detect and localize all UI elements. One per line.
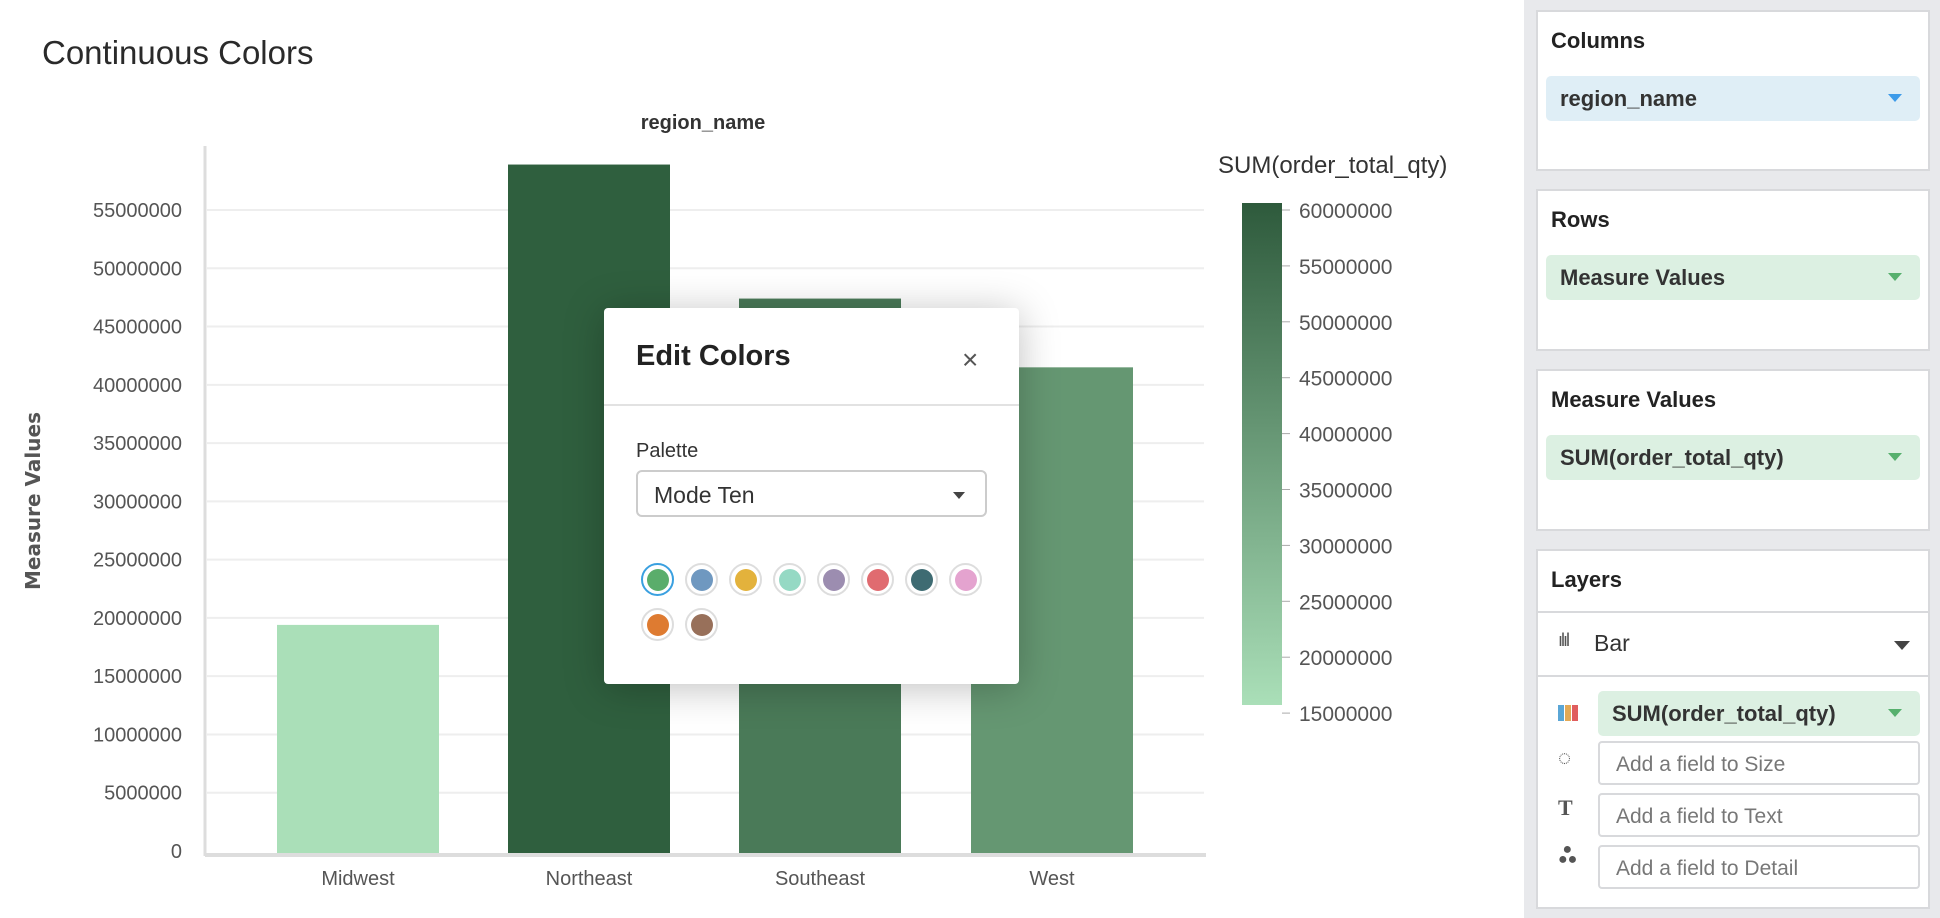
y-tick-label: 55000000: [93, 200, 182, 222]
chevron-down-icon[interactable]: [1888, 94, 1902, 109]
layers-title: Layers: [1551, 567, 1622, 592]
pill-label: region_name: [1560, 86, 1697, 111]
bar-midwest: [277, 624, 439, 853]
y-tick-label: 30000000: [93, 491, 182, 513]
chevron-down-icon[interactable]: [1888, 709, 1902, 724]
y-axis-title: Measure Values: [21, 412, 45, 590]
rows-title: Rows: [1551, 207, 1610, 232]
legend-gradient: [1242, 203, 1282, 705]
y-tick-label: 20000000: [93, 608, 182, 630]
color-pill[interactable]: SUM(order_total_qty): [1598, 691, 1920, 736]
x-tick-label: Southeast: [775, 868, 866, 890]
y-tick-label: 0: [171, 841, 182, 863]
legend-tick-label: 25000000: [1299, 591, 1392, 614]
layers-panel: Layers ılıl Bar SUM(order_total_qty) ◌ A…: [1536, 549, 1930, 909]
palette-value: Mode Ten: [654, 482, 755, 508]
rows-pill[interactable]: Measure Values: [1546, 255, 1920, 300]
y-tick-label: 40000000: [93, 375, 182, 397]
color-swatch[interactable]: [729, 563, 762, 596]
legend-tick-label: 20000000: [1299, 647, 1392, 670]
legend-tick-label: 50000000: [1299, 312, 1392, 335]
legend-tick-label: 60000000: [1299, 200, 1392, 223]
detail-field[interactable]: Add a field to Detail: [1598, 845, 1920, 889]
color-swatch[interactable]: [949, 563, 982, 596]
bar-chart-icon: ılıl: [1558, 630, 1570, 650]
color-swatch[interactable]: [905, 563, 938, 596]
pill-label: Measure Values: [1560, 265, 1726, 290]
y-tick-label: 15000000: [93, 666, 182, 688]
layer-type-label: Bar: [1594, 630, 1630, 656]
x-tick-label: Midwest: [321, 868, 395, 890]
color-swatch[interactable]: [817, 563, 850, 596]
size-icon: ◌: [1558, 745, 1572, 770]
size-field[interactable]: Add a field to Size: [1598, 741, 1920, 785]
legend-tick-label: 15000000: [1299, 703, 1392, 726]
divider: [1538, 675, 1928, 677]
legend-tick-label: 55000000: [1299, 256, 1392, 279]
chevron-down-icon[interactable]: [1888, 453, 1902, 468]
y-tick-label: 25000000: [93, 550, 182, 572]
palette-label: Palette: [636, 440, 699, 462]
bar-chart: 0 5000000 10000000 15000000 20000000 25000000…: [21, 112, 1447, 890]
columns-title: Columns: [1551, 28, 1646, 53]
pill-label: SUM(order_total_qty): [1612, 701, 1836, 726]
color-swatch[interactable]: [685, 608, 718, 641]
palette-select[interactable]: Mode Ten: [636, 470, 987, 517]
divider: [604, 404, 1019, 406]
color-swatch[interactable]: [685, 563, 718, 596]
detail-icon: ● ●●: [1558, 841, 1578, 868]
measure-values-title: Measure Values: [1551, 387, 1717, 412]
chart-title: region_name: [641, 112, 765, 134]
measure-values-shelf: Measure Values SUM(order_total_qty): [1536, 369, 1930, 531]
legend-tick-label: 45000000: [1299, 368, 1392, 391]
y-tick-label: 50000000: [93, 258, 182, 280]
y-tick-label: 10000000: [93, 724, 182, 746]
color-swatch[interactable]: [773, 563, 806, 596]
divider: [1538, 611, 1928, 613]
sidebar: Columns region_name Rows Measure Values …: [1524, 0, 1940, 918]
close-icon[interactable]: ×: [962, 344, 979, 375]
page-title: Continuous Colors: [42, 34, 314, 71]
text-field[interactable]: Add a field to Text: [1598, 793, 1920, 837]
legend-tick-label: 35000000: [1299, 480, 1392, 503]
chevron-down-icon[interactable]: [1888, 273, 1902, 288]
legend-title: SUM(order_total_qty): [1218, 152, 1447, 179]
chevron-down-icon: [1894, 641, 1910, 658]
chevron-down-icon: [953, 492, 965, 505]
y-tick-label: 35000000: [93, 433, 182, 455]
y-tick-label: 5000000: [104, 783, 182, 805]
columns-shelf: Columns region_name: [1536, 10, 1930, 171]
color-swatch[interactable]: [641, 608, 674, 641]
columns-pill[interactable]: region_name: [1546, 76, 1920, 121]
pill-label: SUM(order_total_qty): [1560, 445, 1784, 470]
edit-colors-modal: Edit Colors × Palette Mode Ten: [604, 308, 1019, 684]
y-tick-label: 45000000: [93, 317, 182, 339]
text-icon: T: [1558, 795, 1573, 820]
legend-tick-label: 30000000: [1299, 535, 1392, 558]
x-tick-label: Northeast: [546, 868, 633, 890]
rows-shelf: Rows Measure Values: [1536, 189, 1930, 351]
modal-title: Edit Colors: [636, 340, 791, 372]
color-swatch[interactable]: [641, 563, 674, 596]
color-swatch[interactable]: [861, 563, 894, 596]
legend-tick-label: 40000000: [1299, 424, 1392, 447]
layer-type-select[interactable]: ılıl Bar: [1538, 613, 1928, 675]
color-icon: [1558, 705, 1578, 721]
x-tick-label: West: [1029, 868, 1075, 890]
measure-values-pill[interactable]: SUM(order_total_qty): [1546, 435, 1920, 480]
